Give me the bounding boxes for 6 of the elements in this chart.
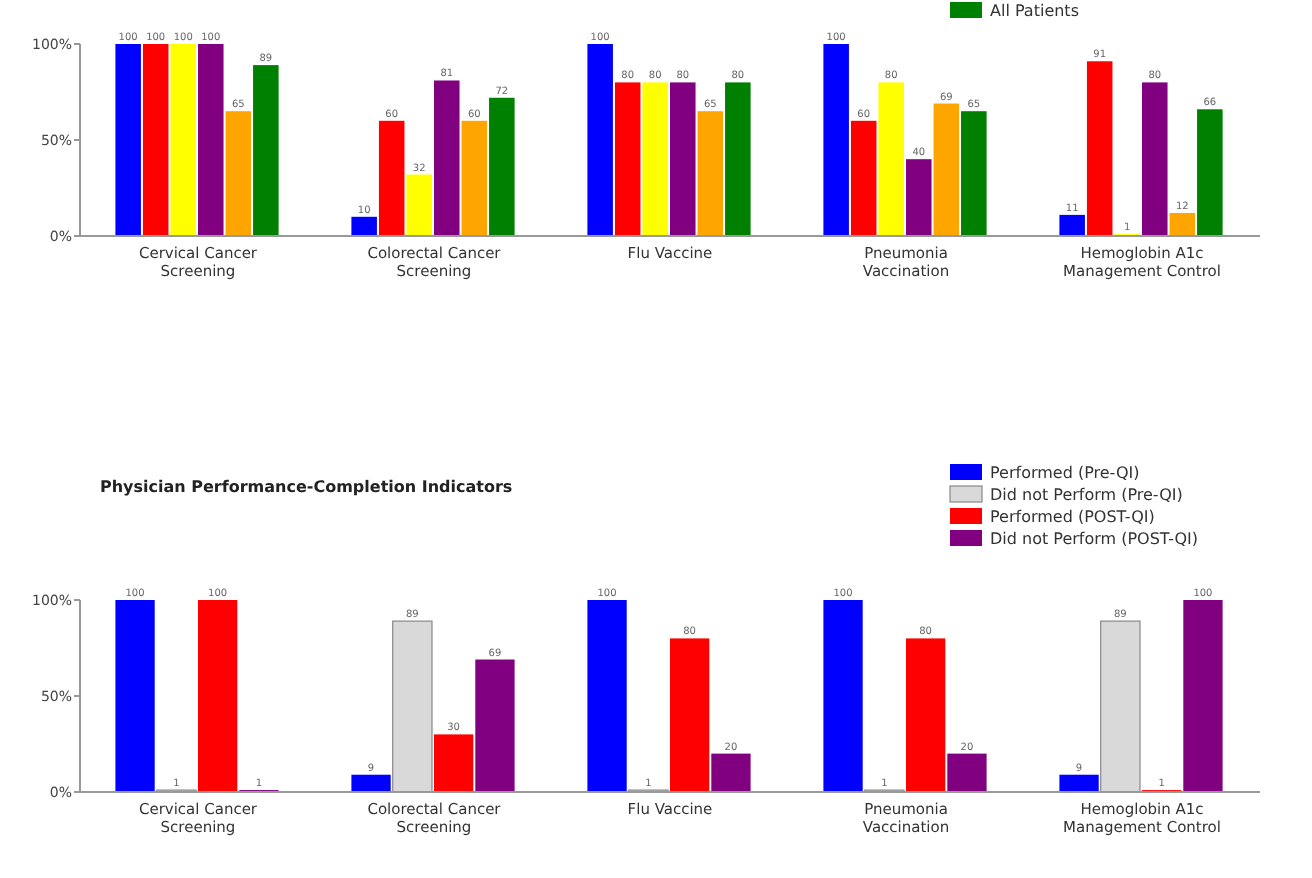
legend-label: Performed (POST-QI): [990, 508, 1155, 526]
chart-title: Physician Performance-Completion Indicators: [100, 478, 513, 496]
legend-label: Performed (Pre-QI): [990, 464, 1140, 482]
legend-label: Did not Perform (POST-QI): [990, 530, 1199, 548]
legend-label: Did not Perform (Pre-QI): [990, 486, 1183, 504]
legend-label: All Patients: [990, 2, 1079, 20]
